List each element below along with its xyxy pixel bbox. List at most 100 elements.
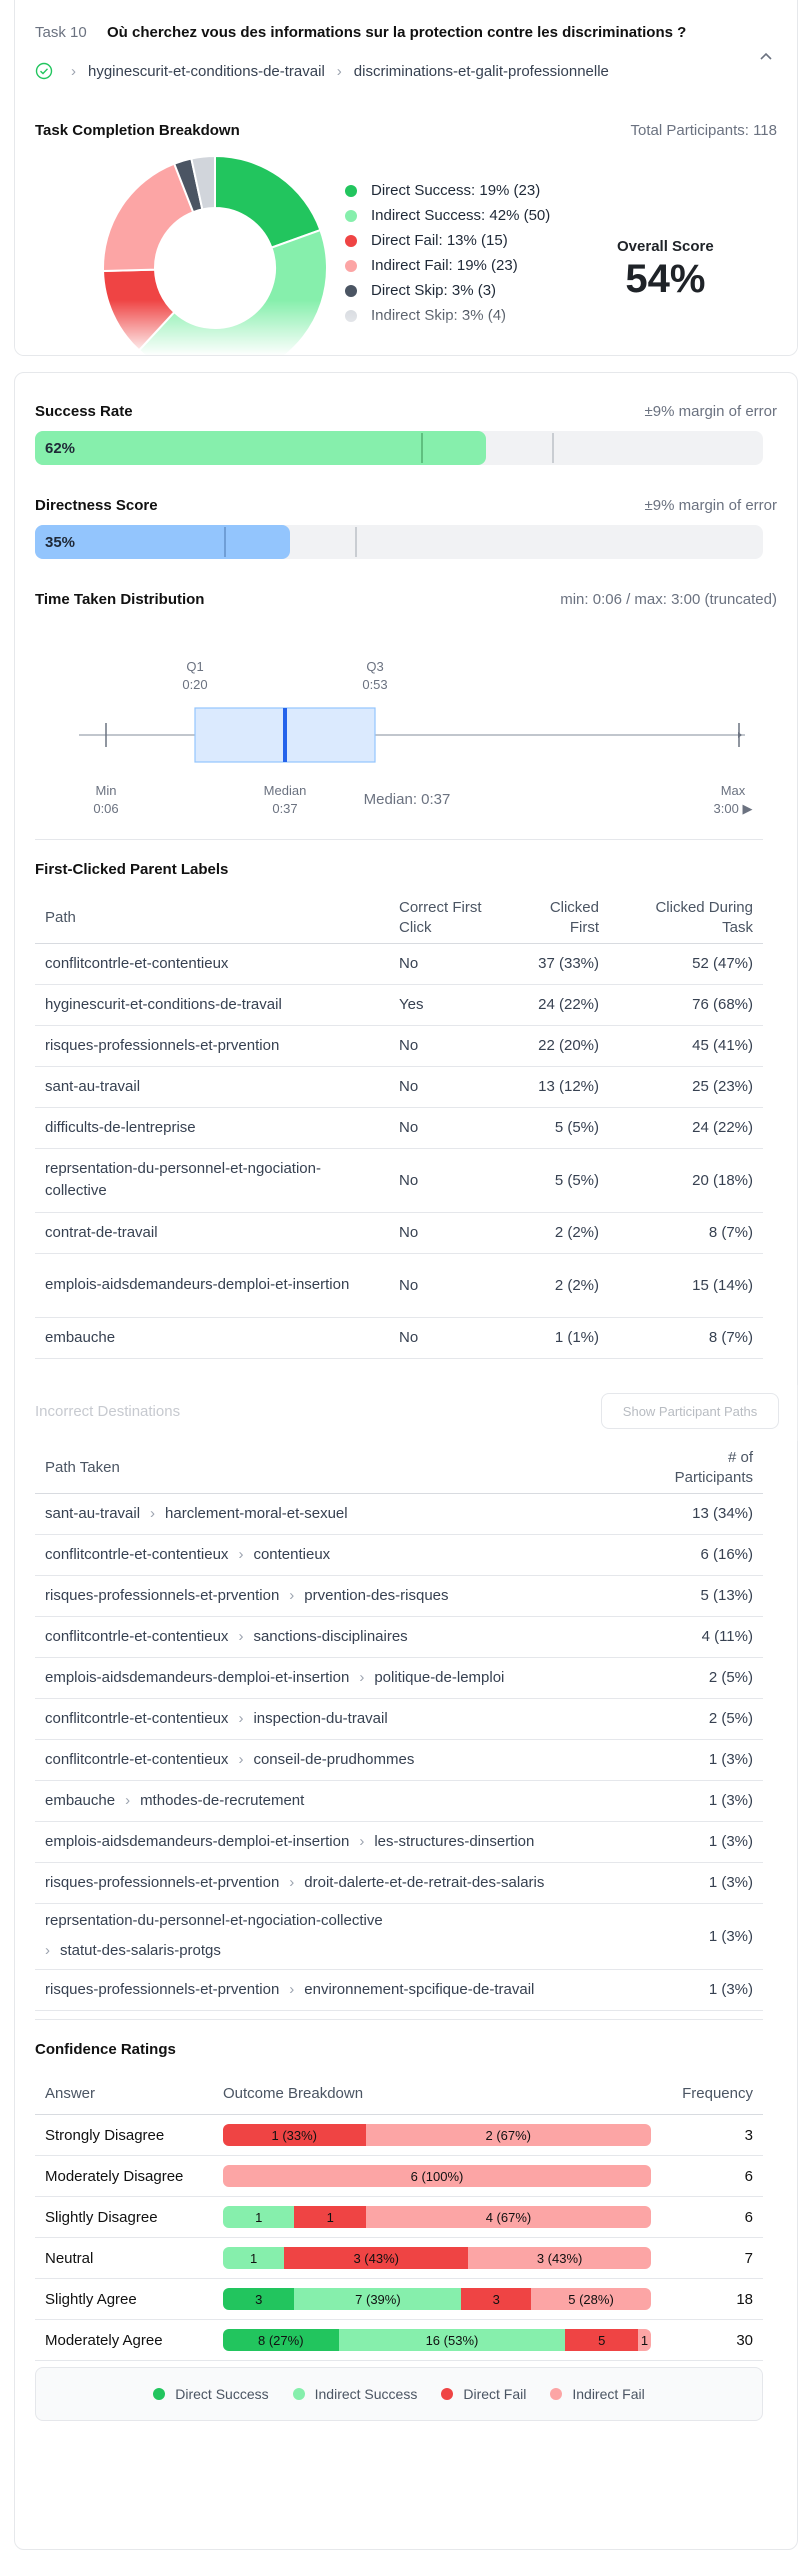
table-row[interactable]: embauche No 1 (1%) 8 (7%) [35, 1317, 763, 1359]
table-row[interactable]: difficults-de-lentreprise No 5 (5%) 24 (22%… [35, 1107, 763, 1149]
outcome-segment[interactable]: 1 [223, 2206, 295, 2228]
clicked-during-cell: 25 (23%) [609, 1066, 763, 1108]
breadcrumb-item: hyginescurit-et-conditions-de-travail [88, 62, 325, 80]
col-correct-first-click: Correct First Click [389, 893, 509, 944]
participants-cell: 1 (3%) [633, 1969, 763, 2011]
chevron-right-icon: › [289, 1586, 295, 1604]
directness-ci-low [224, 527, 227, 557]
table-row[interactable]: emplois-aidsdemandeurs-demploi-et-insert… [35, 1253, 763, 1318]
outcome-segment[interactable]: 3 [461, 2288, 532, 2310]
overall-score-value: 54% [625, 257, 706, 301]
donut-slice [214, 154, 322, 249]
outcome-segment[interactable]: 3 (43%) [284, 2247, 469, 2269]
chevron-up-icon[interactable] [755, 46, 777, 68]
directness-fill: 35% [35, 525, 290, 559]
confidence-row: Slightly Disagree 1 1 4 (67%) 6 [35, 2197, 763, 2238]
table-row[interactable]: risques-professionnels-et-prvention › droi… [35, 1862, 763, 1904]
legend-label: Direct Success: 19% (23) [371, 182, 541, 199]
confidence-row: Strongly Disagree 1 (33%) 2 (67%) 3 [35, 2115, 763, 2156]
table-row[interactable]: conflitcontrle-et-contentieux › sanctions-… [35, 1616, 763, 1658]
table-header-row: Answer Outcome Breakdown Frequency [35, 2073, 763, 2115]
col-clicked-first: Clicked First [509, 893, 609, 944]
table-row[interactable]: conflitcontrle-et-contentieux › inspection… [35, 1698, 763, 1740]
table-row[interactable]: embauche › mthodes-de-recrutement 1 (3%) [35, 1780, 763, 1822]
clicked-during-cell: 8 (7%) [609, 1317, 763, 1359]
path-taken-cell: risques-professionnels-et-prvention › envi… [35, 1969, 633, 2011]
outcome-segment[interactable]: 6 (100%) [223, 2165, 651, 2187]
table-row[interactable]: conflitcontrle-et-contentieux › conseil-de… [35, 1739, 763, 1781]
path-segment: risques-professionnels-et-prvention [45, 1980, 280, 1998]
clicked-during-cell: 8 (7%) [609, 1212, 763, 1254]
table-row[interactable]: risques-professionnels-et-prvention › prve… [35, 1575, 763, 1617]
clicked-during-cell: 20 (18%) [609, 1148, 763, 1213]
path-segment: conflitcontrle-et-contentieux [45, 1627, 229, 1645]
path-segment: environnement-spcifique-de-travail [304, 1980, 535, 1998]
table-row[interactable]: emplois-aidsdemandeurs-demploi-et-insert… [35, 1657, 763, 1699]
clicked-first-cell: 1 (1%) [509, 1317, 609, 1359]
legend-item: Direct Success: 19% (23) [345, 178, 550, 203]
correct-cell: No [389, 943, 509, 985]
table-row[interactable]: conflitcontrle-et-contentieux No 37 (33%) 5… [35, 943, 763, 985]
path-segment: contentieux [253, 1545, 331, 1563]
outcome-segment[interactable]: 2 (67%) [365, 2124, 651, 2146]
path-segment: prvention-des-risques [304, 1586, 449, 1604]
q1-value: 0:20 [182, 677, 207, 692]
path-taken-cell: risques-professionnels-et-prvention › prve… [35, 1575, 633, 1617]
chevron-right-icon: › [238, 1709, 244, 1727]
success-rate-value: 62% [45, 439, 76, 457]
show-participant-paths-button[interactable]: Show Participant Paths [601, 1393, 779, 1429]
table-row[interactable]: risques-professionnels-et-prvention › envi… [35, 1969, 763, 2011]
incorrect-title: Incorrect Destinations [35, 1403, 181, 1420]
participants-cell: 1 (3%) [633, 1780, 763, 1822]
path-segment: sanctions-disciplinaires [253, 1627, 408, 1645]
median-label: Median [264, 783, 307, 798]
path-segment: conseil-de-prudhommes [253, 1750, 415, 1768]
legend-label: Direct Fail: 13% (15) [371, 232, 508, 249]
participants-cell: 1 (3%) [633, 1739, 763, 1781]
outcome-segment[interactable]: 5 (28%) [531, 2288, 651, 2310]
table-row[interactable]: reprsentation-du-personnel-et-ngociation… [35, 1903, 763, 1970]
outcome-stacked-bar: 8 (27%) 16 (53%) 5 1 [223, 2329, 651, 2351]
outcome-segment[interactable]: 4 (67%) [365, 2206, 651, 2228]
task-summary-card: Task 10 Où cherchez vous des information… [14, 0, 798, 356]
chevron-right-icon: › [289, 1873, 295, 1891]
path-cell: hyginescurit-et-conditions-de-travail [35, 984, 389, 1026]
path-segment: les-structures-dinsertion [374, 1832, 535, 1850]
outcome-segment[interactable]: 16 (53%) [338, 2329, 566, 2351]
outcome-segment[interactable]: 5 [565, 2329, 639, 2351]
outcome-segment[interactable]: 7 (39%) [294, 2288, 462, 2310]
path-taken-cell: reprsentation-du-personnel-et-ngociation… [35, 1903, 633, 1970]
legend-item: Indirect Fail [550, 2386, 645, 2402]
outcome-segment[interactable]: 1 [294, 2206, 366, 2228]
outcome-segment[interactable]: 3 (43%) [468, 2247, 651, 2269]
confidence-title: Confidence Ratings [35, 2041, 176, 2058]
overall-score-label: Overall Score [617, 238, 714, 255]
outcome-segment[interactable]: 1 [638, 2329, 651, 2351]
table-row[interactable]: sant-au-travail › harclement-moral-et-sexu… [35, 1493, 763, 1535]
chevron-right-icon: › [359, 1832, 365, 1850]
path-cell: contrat-de-travail [35, 1212, 389, 1254]
outcome-segment[interactable]: 1 (33%) [223, 2124, 366, 2146]
path-segment: statut-des-salaris-protgs [60, 1942, 221, 1959]
legend-label: Indirect Success [314, 2386, 418, 2402]
frequency-value: 6 [744, 2167, 753, 2185]
table-row[interactable]: conflitcontrle-et-contentieux › contentieu… [35, 1534, 763, 1576]
clicked-first-cell: 37 (33%) [509, 943, 609, 985]
table-row[interactable]: contrat-de-travail No 2 (2%) 8 (7%) [35, 1212, 763, 1254]
table-row[interactable]: sant-au-travail No 13 (12%) 25 (23%) [35, 1066, 763, 1108]
table-row[interactable]: risques-professionnels-et-prvention No 22 … [35, 1025, 763, 1067]
median-value: 0:37 [272, 801, 297, 816]
outcome-segment[interactable]: 3 [223, 2288, 295, 2310]
clicked-during-cell: 15 (14%) [609, 1253, 763, 1318]
legend-label: Direct Success [175, 2386, 269, 2402]
chevron-right-icon: › [359, 1668, 365, 1686]
outcome-segment[interactable]: 1 [223, 2247, 285, 2269]
table-row[interactable]: reprsentation-du-personnel-et-ngociation… [35, 1148, 763, 1213]
table-row[interactable]: emplois-aidsdemandeurs-demploi-et-insert… [35, 1821, 763, 1863]
table-row[interactable]: hyginescurit-et-conditions-de-travail Yes… [35, 984, 763, 1026]
frequency-value: 6 [744, 2208, 753, 2226]
outcome-segment[interactable]: 8 (27%) [223, 2329, 339, 2351]
directness-value: 35% [45, 533, 76, 551]
